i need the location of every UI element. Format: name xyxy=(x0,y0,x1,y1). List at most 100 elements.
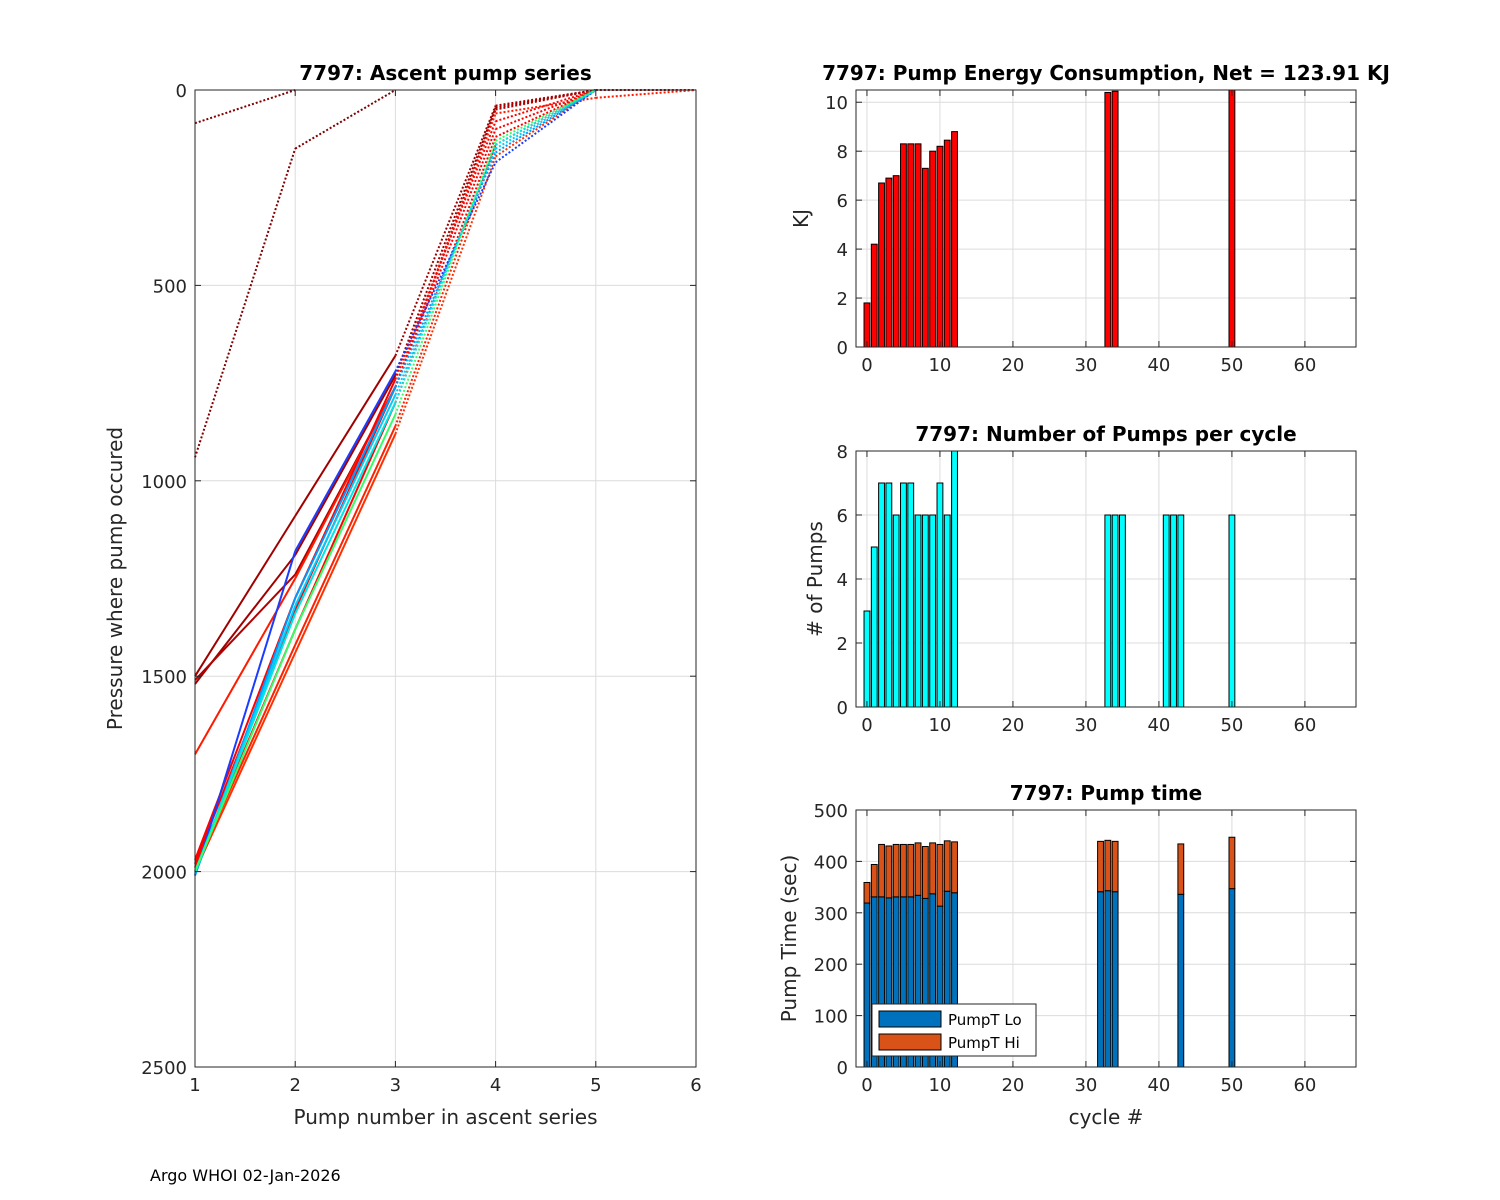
y-tick-label: 0 xyxy=(176,81,187,102)
x-tick-label: 30 xyxy=(1074,1075,1097,1096)
bar-segment-pumpt-hi xyxy=(1104,839,1112,892)
bar xyxy=(1111,90,1119,348)
axes-frame-pumptime: 0 10 20 30 40 50 60 0 100 200 300 400 500 7797: Pump … xyxy=(777,781,1357,1129)
series-line-segment xyxy=(194,89,296,125)
y-tick-label: 2000 xyxy=(141,863,187,884)
legend-swatch xyxy=(878,1033,942,1051)
series-line-segment xyxy=(294,386,397,579)
y-tick-label: 0 xyxy=(837,338,848,359)
y-tick-label: 0 xyxy=(837,1058,848,1079)
bar-segment-pumpt-hi xyxy=(870,863,878,898)
bar-segment-pumpt-hi xyxy=(951,841,958,894)
bar xyxy=(870,546,878,708)
y-axis-label: KJ xyxy=(789,209,813,228)
bar-segment-pumpt-hi xyxy=(1097,840,1104,893)
y-tick-label: 400 xyxy=(814,852,848,873)
legend-swatch xyxy=(878,1010,942,1028)
y-tick-label: 6 xyxy=(837,506,848,527)
bar xyxy=(921,514,929,708)
bar xyxy=(900,143,907,348)
series-line-segment xyxy=(495,89,597,142)
series-line-segment xyxy=(294,370,397,552)
bar xyxy=(943,139,951,348)
bar xyxy=(943,514,951,708)
y-tick-label: 500 xyxy=(814,801,848,822)
series-line-segment xyxy=(495,89,596,111)
series-line-segment xyxy=(194,628,297,872)
series-line-segment xyxy=(194,515,297,677)
bar-segment-pumpt-hi xyxy=(1177,843,1185,895)
x-tick-label: 2 xyxy=(289,1075,300,1096)
y-tick-label: 4 xyxy=(837,240,848,261)
bar xyxy=(921,167,929,348)
x-tick-label: 0 xyxy=(861,715,872,736)
series-line-segment xyxy=(194,550,297,876)
x-tick-label: 50 xyxy=(1220,715,1243,736)
x-tick-label: 0 xyxy=(861,355,872,376)
series-line-segment xyxy=(194,652,297,873)
series-line-segment xyxy=(394,140,497,415)
legend-label: PumpT Lo xyxy=(948,1011,1022,1029)
y-tick-label: 200 xyxy=(814,955,848,976)
x-axis-label: cycle # xyxy=(1069,1105,1144,1129)
bar-segment-pumpt-lo xyxy=(1097,891,1104,1068)
x-tick-label: 50 xyxy=(1220,355,1243,376)
bar xyxy=(929,150,937,348)
x-tick-label: 40 xyxy=(1147,1075,1170,1096)
bar xyxy=(914,143,922,348)
bar-segment-pumpt-hi xyxy=(863,881,871,904)
x-tick-label: 20 xyxy=(1001,1075,1024,1096)
y-axis-label: Pressure where pump occured xyxy=(103,427,127,730)
bar xyxy=(936,482,944,708)
x-tick-label: 60 xyxy=(1293,355,1316,376)
bar xyxy=(1170,514,1177,708)
bar-segment-pumpt-lo xyxy=(863,902,871,1068)
series-line-segment xyxy=(595,89,697,99)
x-tick-label: 4 xyxy=(490,1075,501,1096)
y-tick-label: 2 xyxy=(837,634,848,655)
x-tick-label: 60 xyxy=(1293,715,1316,736)
bar-segment-pumpt-lo xyxy=(1111,891,1119,1068)
bar-segment-pumpt-hi xyxy=(929,842,937,895)
bar xyxy=(1177,514,1185,708)
x-tick-label: 20 xyxy=(1001,715,1024,736)
axes-ascent xyxy=(194,89,697,1068)
bar xyxy=(878,182,885,348)
x-tick-label: 40 xyxy=(1147,715,1170,736)
bar xyxy=(1162,514,1170,708)
chart-title: 7797: Pump time xyxy=(1010,781,1202,805)
bar xyxy=(1119,514,1126,708)
x-tick-label: 1 xyxy=(189,1075,200,1096)
x-tick-label: 50 xyxy=(1220,1075,1243,1096)
plot-content-pumptime xyxy=(863,836,1236,1068)
bar xyxy=(951,450,958,708)
axes-box xyxy=(855,809,1357,1068)
bar-segment-pumpt-hi xyxy=(1228,836,1236,890)
y-tick-label: 2500 xyxy=(141,1058,187,1079)
series-line-segment xyxy=(294,89,396,150)
bar xyxy=(951,131,958,348)
series-line-segment xyxy=(495,89,597,150)
series-line-segment xyxy=(294,394,397,607)
axes-box xyxy=(194,89,697,1068)
chart-title: 7797: Ascent pump series xyxy=(299,61,592,85)
y-tick-label: 8 xyxy=(837,142,848,163)
series-line-segment xyxy=(294,355,397,517)
y-axis-label: # of Pumps xyxy=(803,521,827,637)
series-line-segment xyxy=(194,573,296,681)
x-axis-label: Pump number in ascent series xyxy=(293,1105,597,1129)
bar-segment-pumpt-lo xyxy=(1104,890,1112,1068)
series-line-segment xyxy=(394,105,497,357)
x-tick-label: 30 xyxy=(1074,355,1097,376)
x-tick-label: 20 xyxy=(1001,355,1024,376)
bar xyxy=(892,175,900,348)
series-line-segment xyxy=(294,425,397,646)
chart-title: 7797: Number of Pumps per cycle xyxy=(915,422,1296,446)
y-tick-label: 2 xyxy=(837,289,848,310)
bar xyxy=(863,302,871,348)
plot-content-npumps xyxy=(863,450,1236,708)
bar xyxy=(907,143,915,348)
x-tick-label: 30 xyxy=(1074,715,1097,736)
bar xyxy=(1104,514,1112,708)
bar xyxy=(1104,91,1112,348)
